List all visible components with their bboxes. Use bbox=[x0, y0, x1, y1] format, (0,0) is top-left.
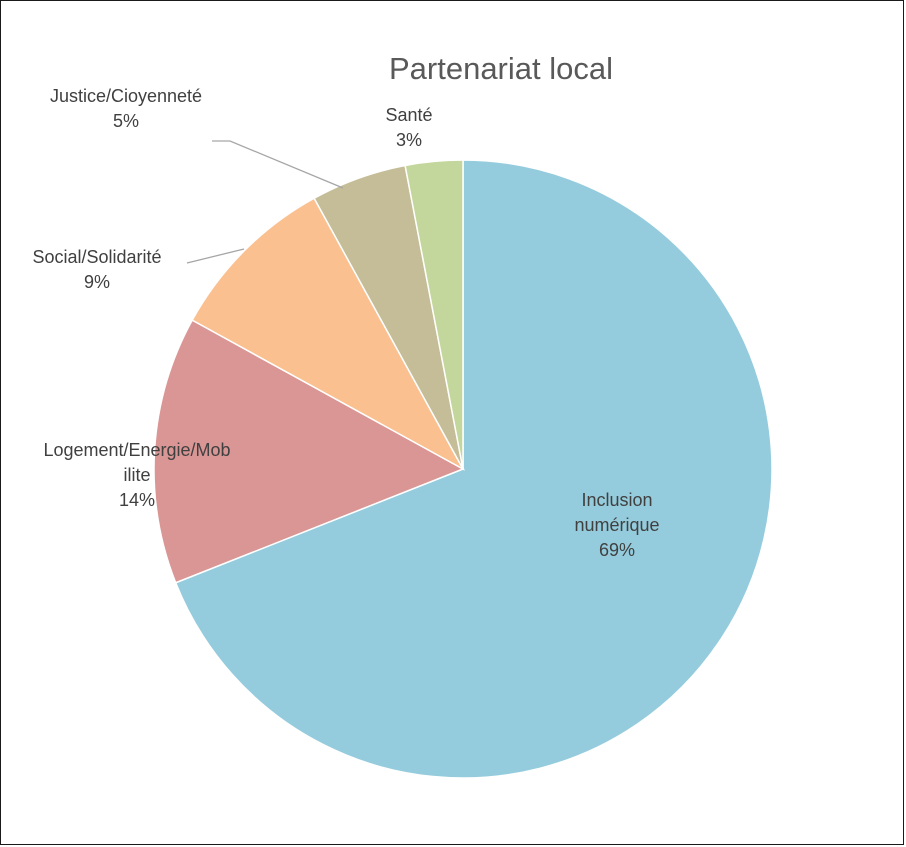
pie-slice-sant- bbox=[404, 159, 464, 470]
data-label: Inclusion numérique 69% bbox=[574, 490, 659, 560]
data-label: Justice/Cioyenneté 5% bbox=[50, 86, 202, 131]
pie-slice-inclusion-num-rique bbox=[174, 159, 773, 779]
leader-line bbox=[186, 248, 245, 264]
chart-title: Partenariat local bbox=[389, 51, 613, 86]
leader-line bbox=[212, 140, 344, 189]
pie-slice-social-solidarit- bbox=[191, 197, 465, 471]
data-label: Santé 3% bbox=[385, 105, 432, 150]
data-label: Social/Solidarité 9% bbox=[32, 247, 161, 292]
pie-slice-logement-energie-mobilite bbox=[153, 319, 465, 584]
data-label: Logement/Energie/Mob ilite 14% bbox=[43, 440, 230, 510]
